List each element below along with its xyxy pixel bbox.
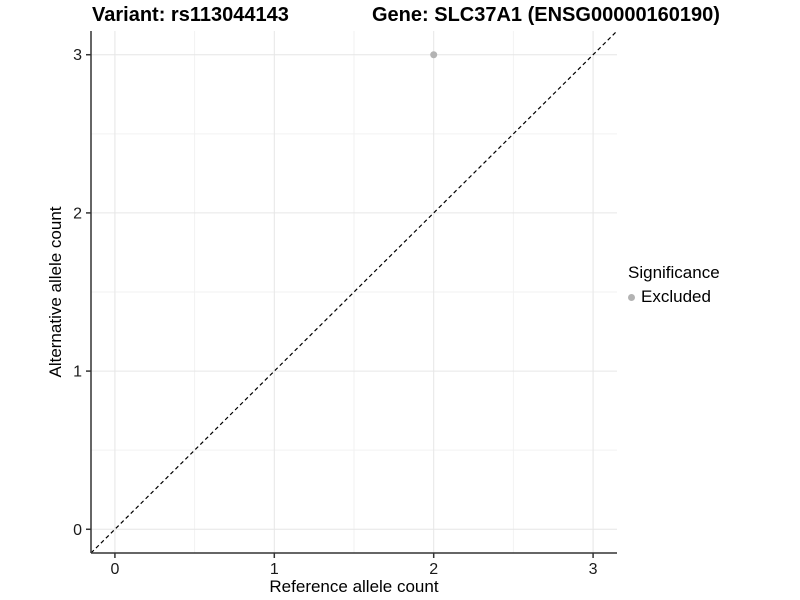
y-tick-label: 3 <box>73 47 82 64</box>
x-tick-label: 3 <box>589 561 598 578</box>
x-axis-label: Reference allele count <box>269 577 439 596</box>
y-tick-label: 0 <box>73 522 82 539</box>
data-point-excluded <box>430 51 438 59</box>
legend-item-label: Excluded <box>641 287 711 306</box>
legend: Significance Excluded <box>628 263 720 307</box>
plot-title-variant: Variant: rs113044143 <box>92 4 289 26</box>
y-axis-label: Alternative allele count <box>46 206 65 378</box>
excluded-point-icon <box>628 293 635 301</box>
x-tick-label: 0 <box>110 561 119 578</box>
x-tick-label: 1 <box>270 561 279 578</box>
y-tick-label: 2 <box>73 205 82 222</box>
y-tick-label: 1 <box>73 364 82 381</box>
plot-title-gene: Gene: SLC37A1 (ENSG00000160190) <box>372 4 720 26</box>
legend-title: Significance <box>628 263 720 282</box>
identity-dashed-line <box>90 30 618 554</box>
legend-item-excluded: Excluded <box>628 287 720 307</box>
x-tick-label: 2 <box>429 561 438 578</box>
